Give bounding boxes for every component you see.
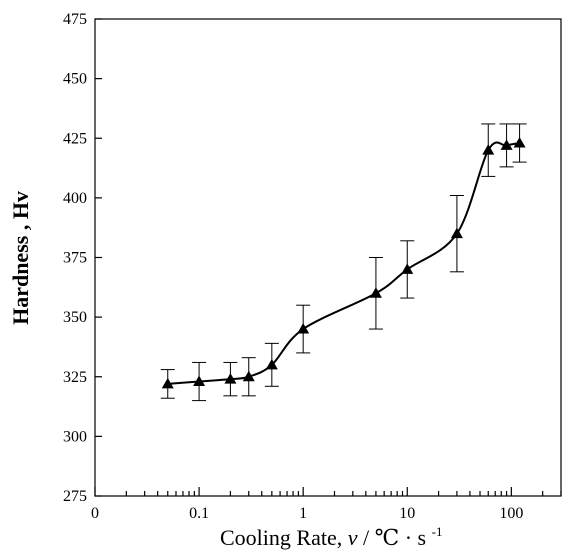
data-point — [500, 139, 513, 150]
data-point — [401, 263, 414, 274]
y-tick-label: 400 — [63, 190, 87, 207]
data-point — [242, 370, 255, 382]
data-point — [161, 377, 174, 389]
data-point — [265, 358, 278, 370]
x-tick-label: 0.1 — [189, 505, 209, 522]
y-tick-label: 275 — [63, 488, 87, 505]
data-point — [193, 375, 206, 387]
series-curve — [167, 141, 520, 385]
y-axis-ticks: 275 300 325 350 375 400 425 450 475 — [63, 11, 102, 505]
y-tick-label: 325 — [63, 369, 87, 386]
data-point — [369, 287, 382, 298]
data-point — [450, 227, 463, 239]
data-point — [297, 323, 310, 334]
x-tick-label: 1 — [299, 505, 307, 522]
x-axis-label: Cooling Rate, ν / ℃ · s -1 — [220, 524, 442, 550]
x-axis-label-unit: / ℃ · s — [363, 525, 426, 550]
x-axis-label-exponent: -1 — [432, 524, 443, 539]
error-bars — [160, 123, 527, 402]
x-axis-label-text: Cooling Rate, — [220, 525, 348, 550]
y-tick-label: 450 — [63, 71, 87, 88]
y-tick-label: 425 — [63, 130, 87, 147]
x-tick-label: 0 — [91, 505, 99, 522]
y-tick-label: 300 — [63, 428, 87, 445]
x-tick-label: 10 — [399, 505, 415, 522]
x-axis-label-symbol: ν — [348, 525, 358, 550]
y-tick-label: 475 — [63, 11, 87, 28]
data-point — [482, 144, 495, 155]
y-axis-label: Hardness , Hv — [8, 191, 33, 325]
data-point — [513, 137, 526, 148]
plot-frame — [94, 18, 562, 497]
y-tick-label: 375 — [63, 250, 87, 267]
data-markers — [161, 137, 526, 389]
y-tick-label: 350 — [63, 309, 87, 326]
data-point — [224, 373, 237, 384]
x-axis-ticks: 0 0.1 1 10 100 — [91, 487, 562, 522]
x-tick-label: 100 — [499, 505, 523, 522]
